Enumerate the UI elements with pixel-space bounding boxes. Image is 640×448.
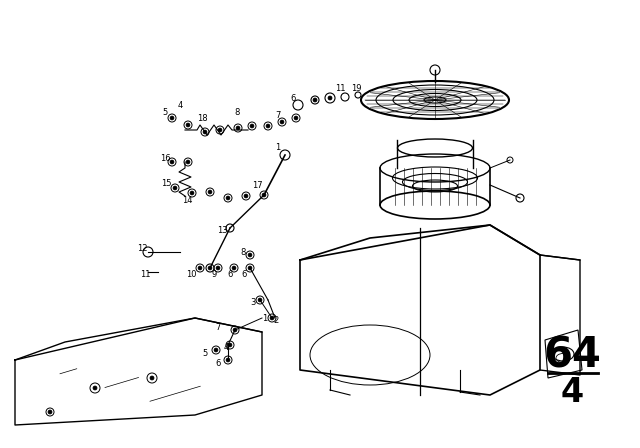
Circle shape	[190, 191, 194, 195]
Text: 9: 9	[211, 270, 216, 279]
Text: 6: 6	[291, 94, 296, 103]
Text: 4: 4	[223, 343, 228, 352]
Text: 17: 17	[252, 181, 262, 190]
Text: 1: 1	[262, 314, 268, 323]
Text: 7: 7	[275, 111, 281, 120]
Text: 6: 6	[227, 270, 233, 279]
Circle shape	[328, 96, 332, 100]
Circle shape	[93, 386, 97, 390]
Circle shape	[244, 194, 248, 198]
Circle shape	[186, 160, 190, 164]
Circle shape	[203, 130, 207, 134]
Circle shape	[228, 343, 232, 347]
Text: 6: 6	[241, 270, 246, 279]
Circle shape	[262, 193, 266, 197]
Circle shape	[218, 128, 222, 132]
Circle shape	[226, 358, 230, 362]
Circle shape	[48, 410, 52, 414]
Text: 11: 11	[335, 83, 345, 92]
Circle shape	[233, 328, 237, 332]
Circle shape	[216, 266, 220, 270]
Circle shape	[258, 298, 262, 302]
Text: 6: 6	[215, 358, 221, 367]
Text: 13: 13	[217, 225, 227, 234]
Circle shape	[170, 160, 174, 164]
Circle shape	[214, 348, 218, 352]
Text: 8: 8	[240, 247, 246, 257]
Circle shape	[280, 120, 284, 124]
Text: 11: 11	[140, 270, 150, 279]
Text: 8: 8	[234, 108, 240, 116]
Text: 5: 5	[163, 108, 168, 116]
Circle shape	[266, 124, 270, 128]
Circle shape	[248, 253, 252, 257]
Text: 15: 15	[161, 178, 172, 188]
Circle shape	[232, 266, 236, 270]
Circle shape	[248, 266, 252, 270]
Circle shape	[150, 376, 154, 380]
Circle shape	[313, 98, 317, 102]
Circle shape	[250, 124, 254, 128]
Text: 64: 64	[543, 334, 601, 376]
Circle shape	[208, 266, 212, 270]
Text: 16: 16	[160, 154, 170, 163]
Text: 1: 1	[275, 142, 280, 151]
Text: 14: 14	[182, 195, 192, 204]
Circle shape	[173, 186, 177, 190]
Circle shape	[170, 116, 174, 120]
Circle shape	[226, 196, 230, 200]
Circle shape	[208, 190, 212, 194]
Text: 18: 18	[196, 113, 207, 122]
Circle shape	[294, 116, 298, 120]
Text: 12: 12	[137, 244, 147, 253]
Text: 19: 19	[351, 83, 361, 92]
Circle shape	[186, 123, 190, 127]
Text: 10: 10	[186, 270, 196, 279]
Text: 3: 3	[250, 297, 256, 306]
Circle shape	[198, 266, 202, 270]
Text: 2: 2	[273, 315, 278, 324]
Circle shape	[236, 126, 240, 130]
Text: 7: 7	[215, 323, 221, 332]
Circle shape	[270, 316, 274, 320]
Text: 4: 4	[177, 100, 182, 109]
Text: 5: 5	[202, 349, 207, 358]
Text: 4: 4	[561, 375, 584, 409]
